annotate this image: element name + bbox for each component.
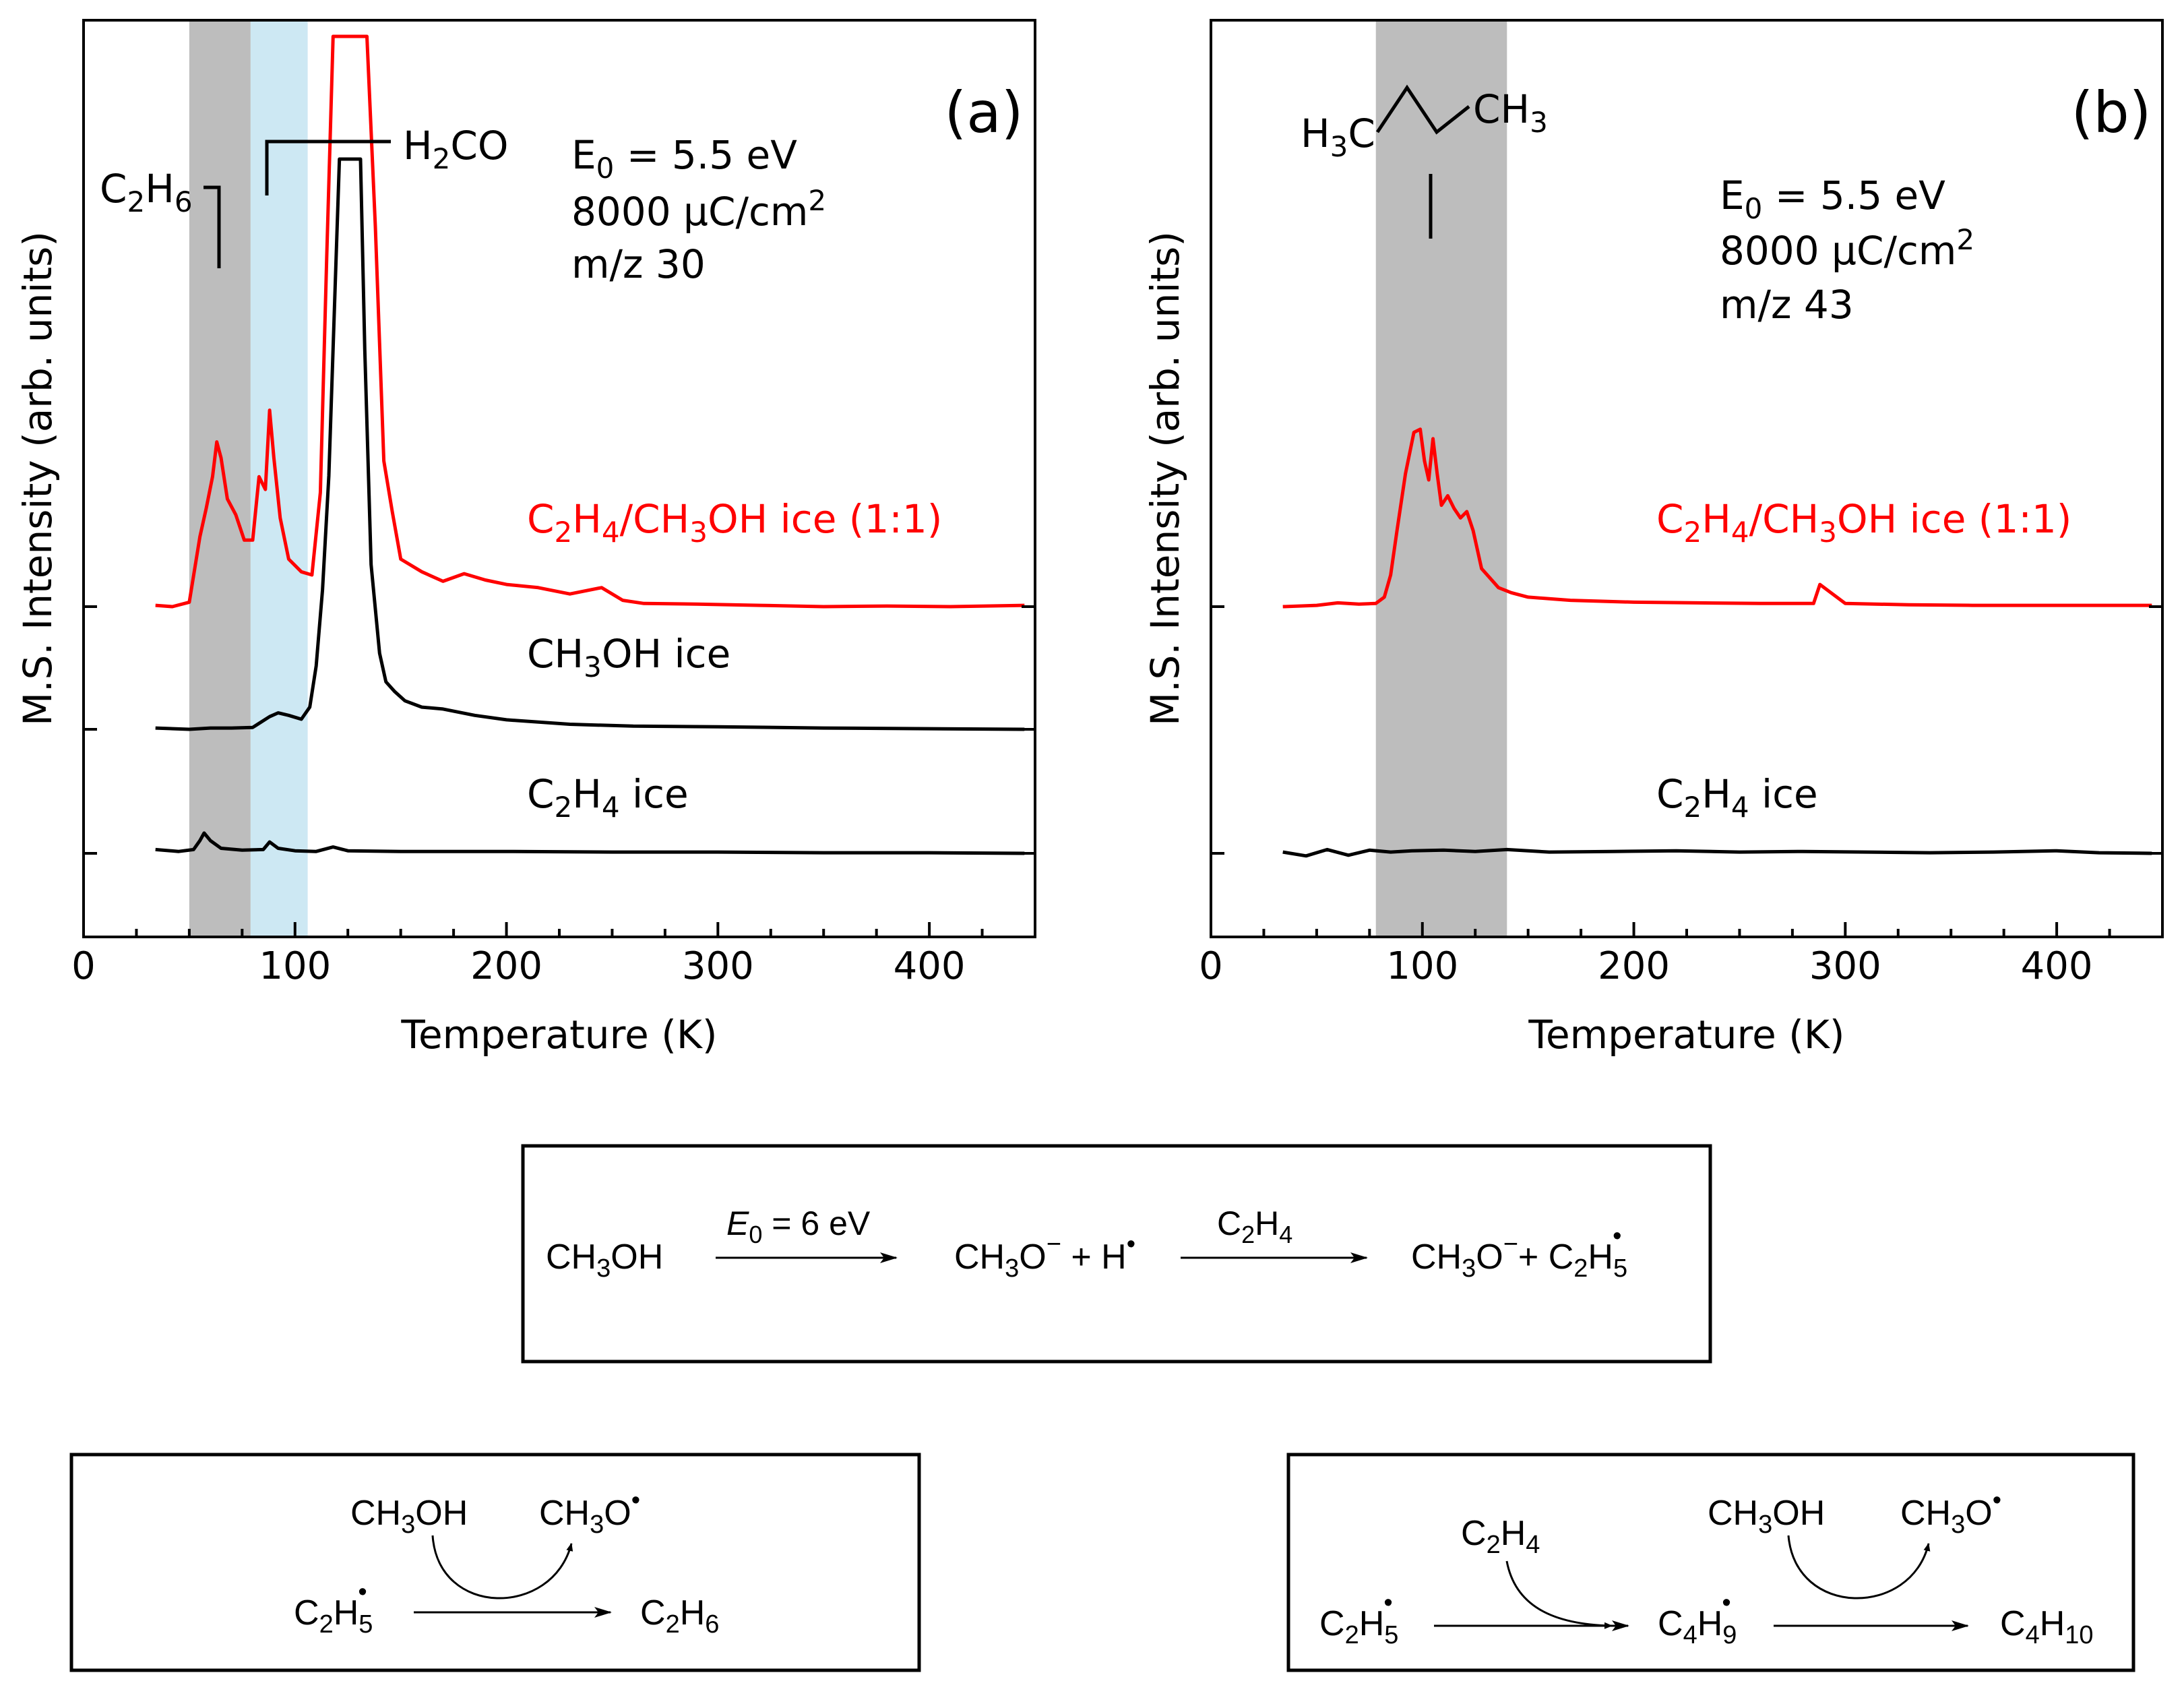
scheme-right-curved-arrow-1 xyxy=(1505,1560,1613,1629)
panel-a-mass: m/z 30 xyxy=(571,241,706,287)
scheme-right-product: C4H10 xyxy=(2000,1604,2094,1649)
panel-a-dose: 8000 μC/cm2 xyxy=(571,184,826,235)
panel-a-curves xyxy=(155,34,1025,855)
panel-a-xlabel: Temperature (K) xyxy=(400,1012,717,1058)
scheme-right-curved-arrow-2 xyxy=(1787,1535,1931,1600)
panel-b-curves xyxy=(1282,427,2152,858)
panel-b-dose: 8000 μC/cm2 xyxy=(1720,223,1974,274)
scheme-right: C2H4 CH3OH CH3O• C2H5• C4H9• C4H10 xyxy=(1286,1453,2135,1672)
legend-b-mix: C2H4/CH3OH ice (1:1) xyxy=(1656,496,2071,549)
scheme-left-catalyst-in: CH3OH xyxy=(350,1494,468,1539)
scheme-main-reactant: CH3OH xyxy=(546,1238,663,1283)
scheme-right-reactant: C2H5• xyxy=(1319,1589,1398,1649)
scheme-left-curved-arrow xyxy=(431,1535,573,1600)
panel-b-shade-0 xyxy=(1375,20,1507,937)
panel-b-xlabel: Temperature (K) xyxy=(1528,1012,1844,1058)
panel-a-label: (a) xyxy=(944,80,1023,146)
panel-a-ticks: 0 100 200 300 400 xyxy=(71,605,1036,988)
panel-b-xtick-label: 300 xyxy=(1809,944,1881,988)
scheme-right-intermediate: C4H9• xyxy=(1658,1589,1737,1649)
scheme-main-intermediate: CH3O− + H• xyxy=(954,1230,1135,1283)
scheme-right-catalyst-out: CH3O• xyxy=(1900,1486,2001,1539)
scheme-left-catalyst-out: CH3O• xyxy=(539,1486,640,1539)
scheme-right-box xyxy=(1286,1453,2135,1672)
panel-a-series-2 xyxy=(155,831,1025,855)
scheme-left-box xyxy=(69,1453,921,1672)
legend-a-ch3oh: CH3OH ice xyxy=(527,631,730,683)
h2co-marker xyxy=(265,140,391,195)
panel-b-ticks: 0 100 200 300 400 xyxy=(1199,605,2164,988)
panel-b-series-1 xyxy=(1282,847,2152,858)
panel-b-series-0 xyxy=(1282,427,2152,609)
panel-b-energy: E0 = 5.5 eV xyxy=(1720,173,1945,225)
panel-a-shading xyxy=(189,20,308,937)
panel-a-xtick-label: 100 xyxy=(259,944,331,988)
panel-a-xtick-label: 300 xyxy=(682,944,754,988)
panel-a-xtick-label: 400 xyxy=(894,944,966,988)
panel-a-series-1 xyxy=(155,157,1025,731)
scheme-main-arrow2-label: C2H4 xyxy=(1217,1205,1292,1248)
panel-a-ylabel: M.S. Intensity (arb. units) xyxy=(15,231,61,726)
panel-b-ylabel: M.S. Intensity (arb. units) xyxy=(1142,231,1188,726)
panel-a-shade-0 xyxy=(189,20,251,937)
panel-a: 0 100 200 300 400 M.S. Intensity (arb. units… xyxy=(15,19,1036,1058)
scheme-main-box xyxy=(521,1144,1712,1364)
butane-left: H3C xyxy=(1301,111,1375,163)
scheme-right-catalyst-in: CH3OH xyxy=(1708,1494,1825,1539)
c2h6-label: C2H6 xyxy=(100,166,193,218)
panel-b-shading xyxy=(1375,20,1507,937)
legend-b-c2h4: C2H4 ice xyxy=(1656,771,1818,824)
h2co-label: H2CO xyxy=(403,123,509,175)
scheme-left-product: C2H6 xyxy=(640,1593,719,1639)
panel-b-xtick-label: 200 xyxy=(1598,944,1670,988)
scheme-right-reagent: C2H4 xyxy=(1461,1514,1540,1559)
scheme-left-reactant: C2H5• xyxy=(294,1578,373,1639)
panel-b-label: (b) xyxy=(2071,80,2152,146)
scheme-left: CH3OH CH3O• C2H5• C2H6 xyxy=(69,1453,921,1672)
panel-a-xtick-label: 200 xyxy=(470,944,542,988)
panel-a-energy: E0 = 5.5 eV xyxy=(571,132,797,185)
panel-b-xtick-label: 100 xyxy=(1386,944,1458,988)
panel-b: 0 100 200 300 400 M.S. Intensity (arb. units… xyxy=(1142,19,2164,1058)
legend-a-c2h4: C2H4 ice xyxy=(527,771,689,824)
panel-b-xtick-label: 400 xyxy=(2021,944,2093,988)
c2h6-marker xyxy=(204,185,221,268)
butane-skeleton xyxy=(1375,84,1470,135)
scheme-main-arrow1-label: E0 = 6 eV xyxy=(726,1205,871,1248)
panel-b-mass: m/z 43 xyxy=(1720,282,1854,328)
legend-a-mix: C2H4/CH3OH ice (1:1) xyxy=(527,496,942,549)
scheme-main-product: CH3O−+ C2H5• xyxy=(1411,1222,1627,1283)
panel-a-series-0 xyxy=(155,34,1025,609)
panel-a-xtick-label: 0 xyxy=(71,944,96,988)
butane-right: CH3 xyxy=(1473,86,1548,139)
scheme-main: CH3OH E0 = 6 eV CH3O− + H• C2H4 CH3O−+ C… xyxy=(521,1144,1712,1364)
panel-b-xtick-label: 0 xyxy=(1199,944,1223,988)
